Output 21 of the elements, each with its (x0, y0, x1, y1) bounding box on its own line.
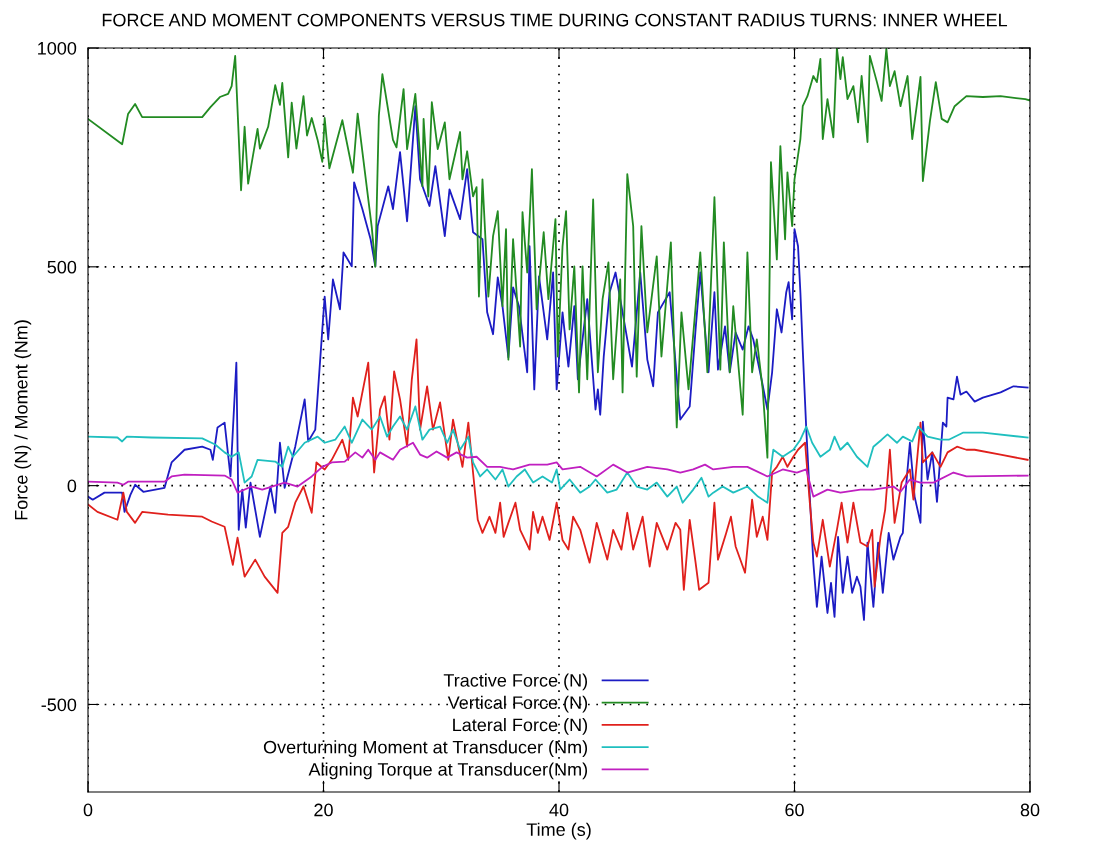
line-series (88, 338, 1029, 594)
line-series (88, 405, 1029, 504)
x-tick-label: 20 (314, 803, 333, 817)
x-axis-title: Time (s) (526, 822, 591, 840)
y-tick-label: -500 (41, 698, 77, 712)
legend-label: Lateral Force (N) (453, 718, 588, 735)
y-tick-label: 1000 (38, 41, 77, 55)
x-tick-label: 80 (1020, 803, 1040, 817)
legend-label: Overturning Moment at Transducer (Nm) (263, 740, 588, 758)
x-tick-label: 40 (549, 803, 569, 817)
x-tick-label: 60 (785, 803, 804, 817)
legend-label: Vertical Force (N) (447, 695, 588, 713)
legend-label: Tractive Force (N) (443, 673, 588, 691)
y-tick-label: 0 (67, 479, 77, 493)
y-axis-title: Force (N) / Moment (Nm) (14, 320, 32, 520)
y-tick-label: 500 (47, 260, 77, 274)
line-series (88, 105, 1029, 621)
x-tick-label: 0 (83, 803, 93, 817)
legend-label: Aligning Torque at Transducer(Nm) (308, 762, 588, 780)
chart-title: FORCE AND MOMENT COMPONENTS VERSUS TIME DURING CONSTANT RADIUS TURNS: INNER WHEEL (102, 13, 1008, 27)
line-series (88, 441, 1029, 498)
